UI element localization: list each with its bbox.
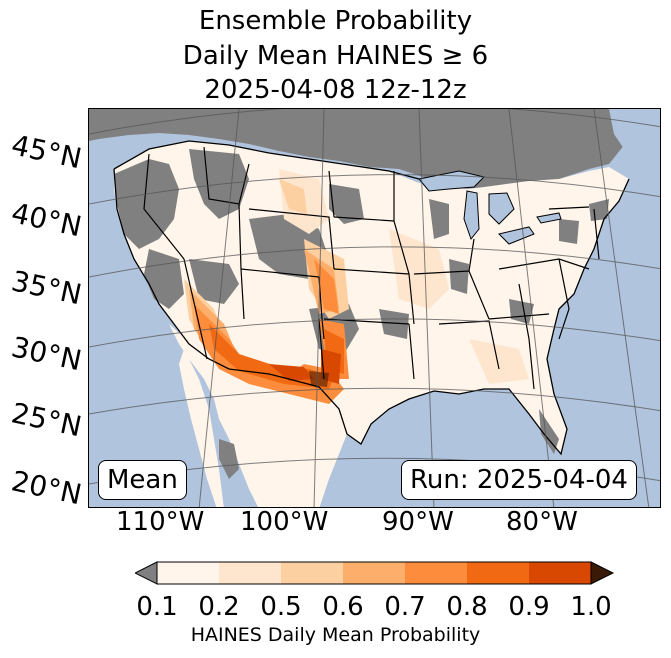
colorbar-tick-label: 1.0	[570, 592, 612, 622]
colorbar	[135, 561, 615, 585]
colorbar-segment	[157, 562, 220, 584]
coastline	[113, 168, 630, 456]
colorbar-segment	[281, 562, 344, 584]
canada-border	[113, 140, 420, 180]
statistic-label: Mean	[98, 460, 187, 500]
lon-label-90w: 90°W	[382, 507, 454, 537]
mexico-land	[169, 324, 347, 507]
colorbar-tick-label: 0.6	[322, 592, 364, 622]
colorbar-under-triangle	[135, 561, 158, 585]
colorbar-over-triangle	[590, 561, 615, 585]
lon-label-110w: 110°W	[116, 507, 205, 537]
colorbar-segment	[467, 562, 530, 584]
canada-landmass	[89, 109, 660, 189]
baja-land	[179, 349, 224, 507]
colorbar-segment	[343, 562, 406, 584]
graticule	[89, 109, 660, 507]
run-date-label: Run: 2025-04-04	[401, 460, 637, 500]
colorbar-outline	[156, 561, 592, 585]
lat-label-30: 30°N	[8, 330, 85, 378]
colorbar-tick-label: 0.9	[508, 592, 550, 622]
colorbar-tick-label: 0.1	[136, 592, 178, 622]
colorbar-label: HAINES Daily Mean Probability	[190, 624, 481, 646]
title-line-3: 2025-04-08 12z-12z	[204, 75, 467, 105]
lat-label-20: 20°N	[8, 464, 85, 512]
lon-label-80w: 80°W	[506, 507, 578, 537]
colorbar-tick-label: 0.5	[260, 592, 302, 622]
lat-label-40: 40°N	[8, 196, 85, 244]
colorbar-tick-label: 0.2	[198, 592, 240, 622]
map-panel	[88, 108, 661, 508]
state-borders	[143, 146, 600, 390]
lat-label-25: 25°N	[8, 396, 85, 444]
colorbar-segment	[219, 562, 282, 584]
great-lakes	[418, 170, 562, 245]
colorbar-segment	[405, 562, 468, 584]
title-line-2: Daily Mean HAINES ≥ 6	[182, 41, 489, 71]
colorbar-tick-label: 0.8	[446, 592, 488, 622]
colorbar-tick-label: 0.7	[384, 592, 426, 622]
probability-map	[89, 109, 660, 507]
title-line-1: Ensemble Probability	[198, 6, 473, 36]
colorbar-segment	[529, 562, 592, 584]
lat-label-35: 35°N	[8, 264, 85, 312]
lon-label-100w: 100°W	[240, 507, 329, 537]
probability-shading	[184, 169, 529, 404]
lat-label-45: 45°N	[8, 128, 85, 176]
